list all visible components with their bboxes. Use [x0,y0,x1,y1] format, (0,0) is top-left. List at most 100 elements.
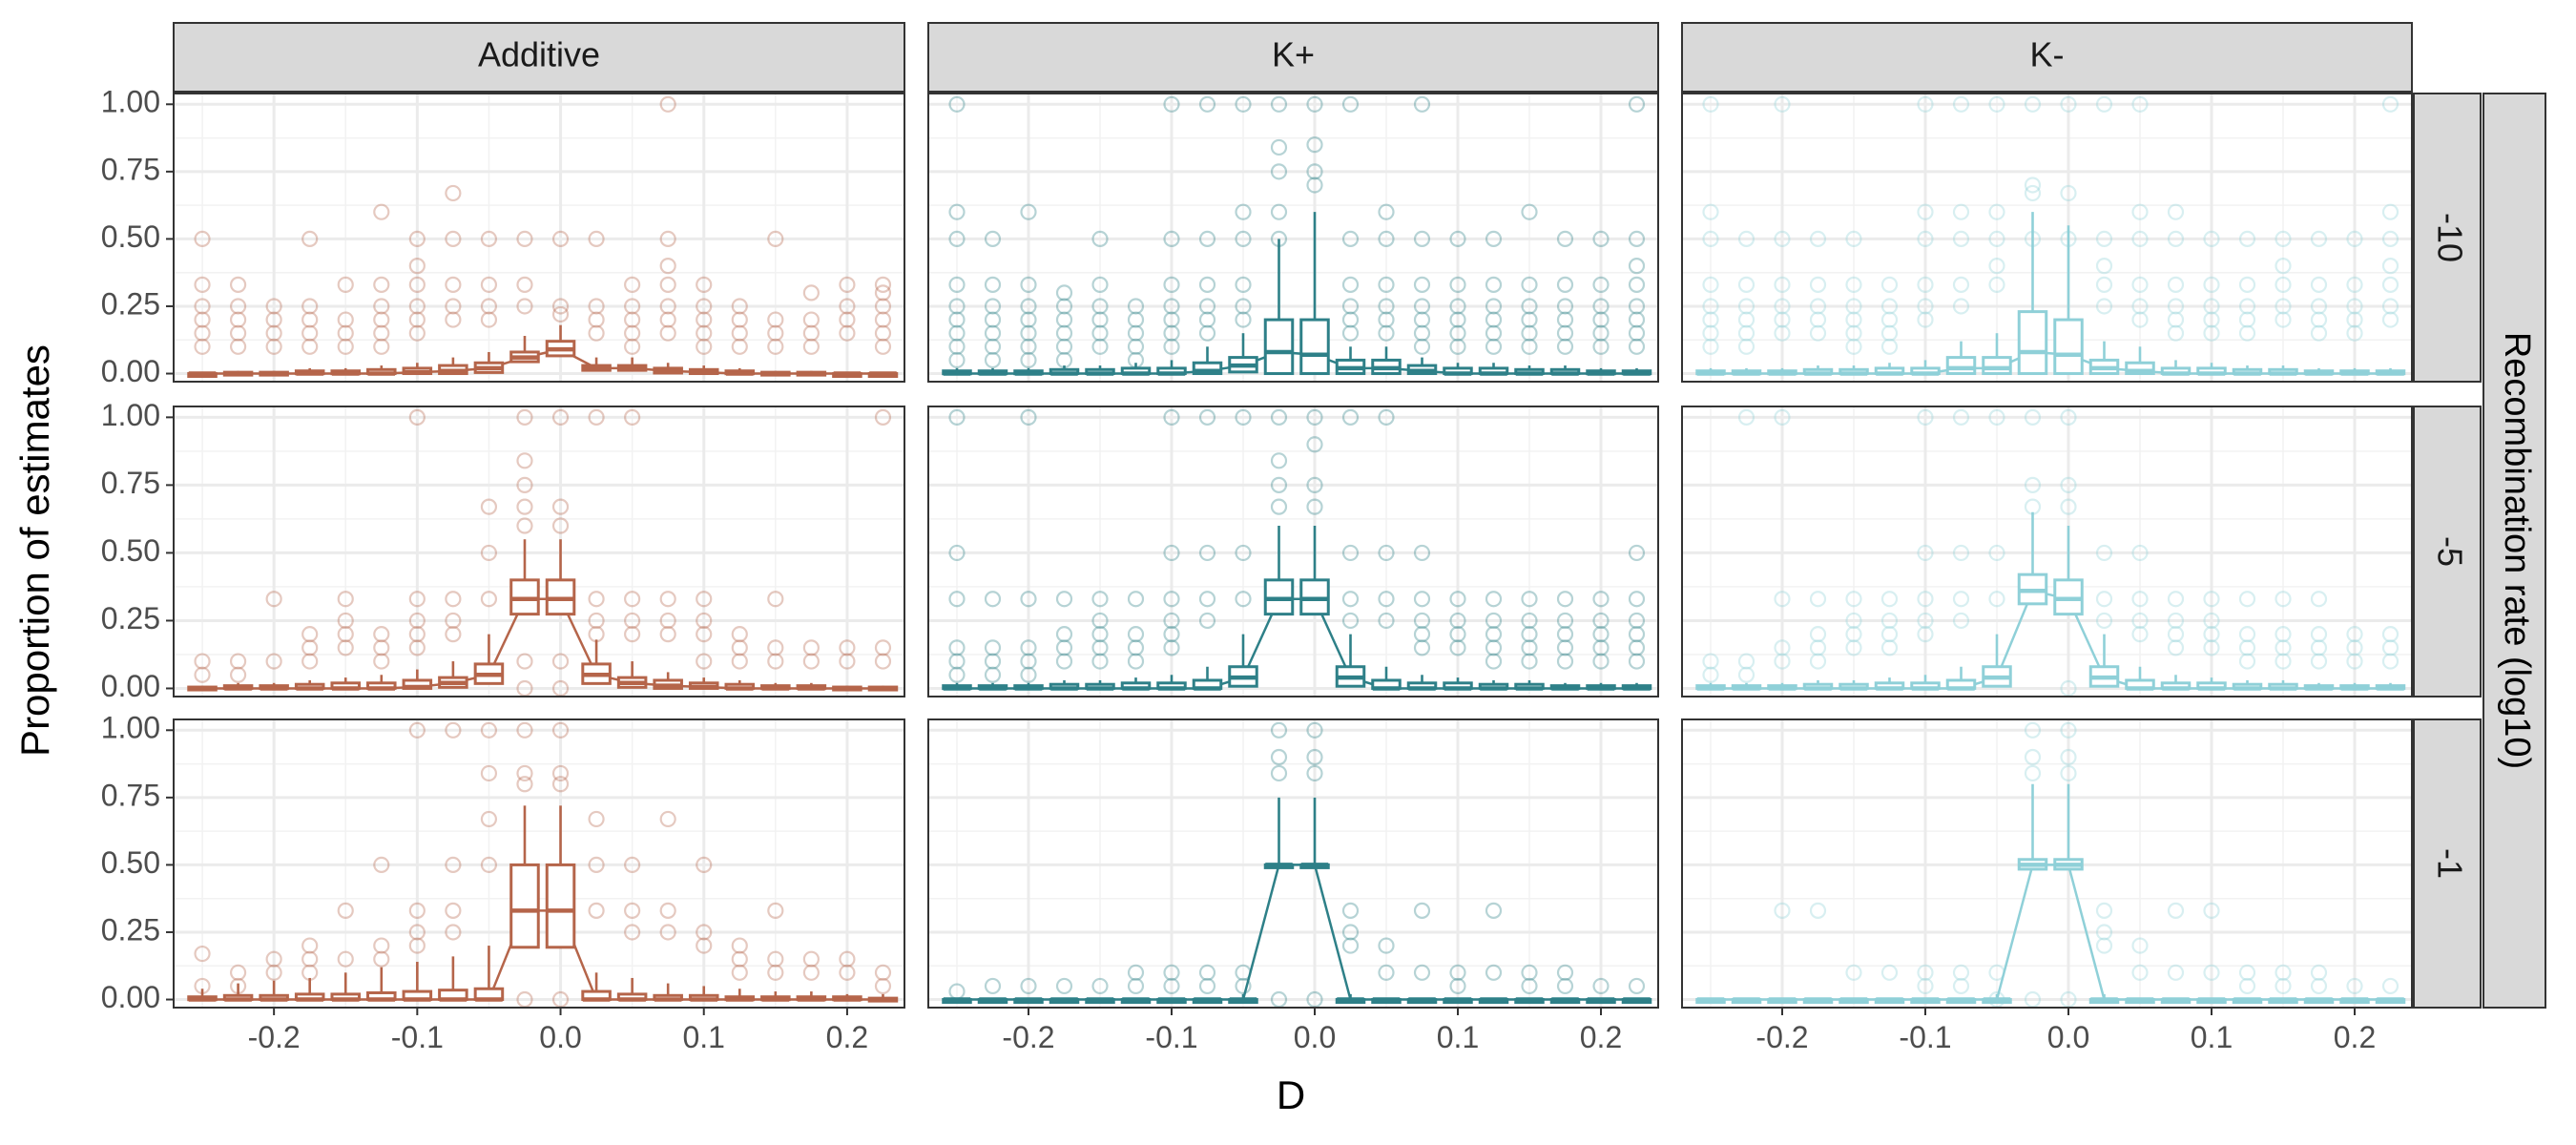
outlier-point [839,311,856,328]
outlier-point [408,298,426,315]
outlier-point [2275,639,2292,656]
outlier-point [839,324,856,342]
outlier-point [696,324,713,342]
outlier-point [1988,258,2005,275]
panel-additive-minus1 [173,718,905,1009]
outlier-point [984,230,1002,248]
outlier-point [1306,136,1323,154]
outlier-point [984,639,1002,656]
outlier-point [265,653,282,670]
outlier-point [2095,544,2113,562]
y-tick-label: 1.00 [101,85,160,119]
outlier-point [408,902,426,919]
outlier-point [1774,276,1791,293]
outlier-point [1270,721,1288,739]
outlier-point [2167,902,2185,919]
outlier-point [2238,653,2256,670]
outlier-point [2060,408,2077,426]
outlier-point [1592,626,1610,643]
outlier-point [1449,276,1466,293]
outlier-point [1774,639,1791,656]
panel-additive-minus1-border [173,718,905,1009]
outlier-point [445,311,462,328]
outlier-point [2310,324,2328,342]
outlier-point [373,626,390,643]
outlier-point [731,950,748,968]
outlier-point [1774,311,1791,328]
outlier-point [659,924,676,941]
y-tick-label: 0.25 [101,601,160,635]
outlier-point [1306,163,1323,180]
outlier-point [731,964,748,981]
outlier-point [1556,977,1574,995]
outlier-point [1628,544,1646,562]
outlier-point [301,338,319,355]
outlier-point [1952,203,1970,220]
outlier-point [2238,298,2256,315]
outlier-point [2024,177,2042,194]
outlier-point [1556,591,1574,608]
outlier-point [516,298,533,315]
outlier-point [1556,276,1574,293]
outlier-point [1020,639,1037,656]
outlier-point [984,338,1002,355]
outlier-point [516,653,533,670]
row-strip-minus1 [2413,718,2482,1009]
outlier-point [1020,338,1037,355]
outlier-point [1055,653,1073,670]
outlier-point [1127,591,1145,608]
outlier-point [516,498,533,515]
outlier-point [696,591,713,608]
outlier-point [588,230,605,248]
outlier-point [2381,977,2399,995]
outlier-point [767,338,784,355]
outlier-point [1306,95,1323,113]
outlier-point [767,311,784,328]
outlier-point [2203,298,2220,315]
outlier-point [1774,902,1791,919]
outlier-point [1020,298,1037,315]
outlier-point [624,276,641,293]
outlier-point [1127,964,1145,981]
outlier-point [1341,924,1360,941]
column-strip-additive [173,22,905,93]
outlier-point [2131,544,2149,562]
outlier-point [2346,639,2363,656]
outlier-point [1270,163,1288,180]
column-strip-label-additive: Additive [478,35,600,74]
outlier-point [2024,95,2042,113]
outlier-point [588,311,605,328]
outlier-point [229,324,247,342]
outlier-point [1521,964,1538,981]
outlier-point [516,276,533,293]
outlier-point [1628,230,1646,248]
outlier-point [624,298,641,315]
outlier-point [408,311,426,328]
outlier-point [2167,311,2185,328]
outlier-point [1163,95,1180,113]
outlier-point [874,284,892,302]
outlier-point [1413,311,1431,328]
outlier-point [337,324,354,342]
outlier-point [1413,902,1431,919]
outlier-point [551,679,570,697]
outlier-point [1521,338,1538,355]
y-axis-title: Proportion of estimates [12,344,57,757]
outlier-point [1235,230,1252,248]
outlier-point [1163,311,1180,328]
outlier-point [1020,324,1037,342]
x-tick-label: 0.0 [539,1020,581,1054]
outlier-point [1270,138,1288,156]
outlier-point [1055,338,1073,355]
outlier-point [948,298,966,315]
outlier-point [1413,639,1431,656]
outlier-point [1592,324,1610,342]
outlier-point [1917,612,1934,630]
outlier-point [1127,298,1145,315]
outlier-point [1702,298,1719,315]
outlier-point [2131,203,2149,220]
outlier-point [2346,230,2363,248]
x-tick-label: 0.2 [826,1020,868,1054]
outlier-point [1020,351,1037,369]
outlier-point [767,902,784,919]
